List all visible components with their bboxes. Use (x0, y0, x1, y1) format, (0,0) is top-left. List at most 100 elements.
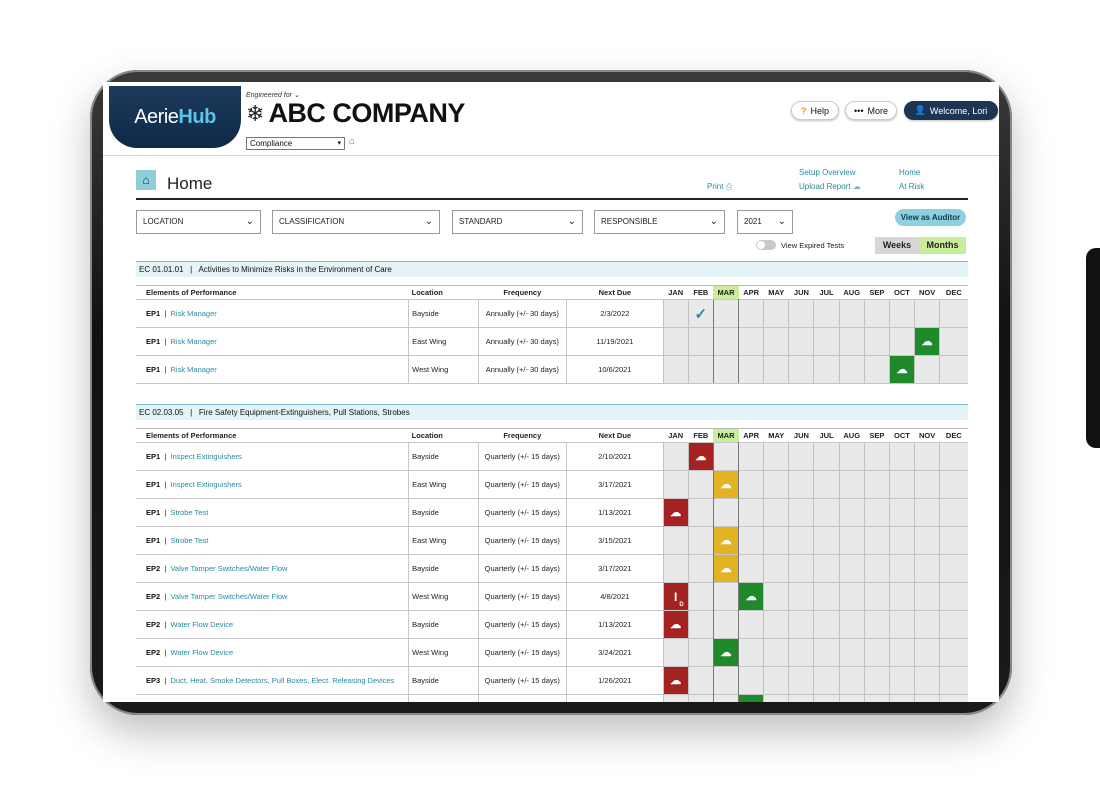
month-cell-apr[interactable] (738, 610, 764, 639)
month-cell-feb[interactable] (687, 498, 714, 527)
month-cell-sep[interactable] (863, 582, 890, 611)
month-cell-jul[interactable] (813, 470, 840, 499)
month-header-jun[interactable]: JUN (788, 285, 814, 300)
month-header-may[interactable]: MAY (763, 285, 789, 300)
month-cell-apr[interactable]: ☁ (738, 582, 764, 611)
month-cell-nov[interactable] (914, 498, 940, 527)
month-cell-feb[interactable] (687, 355, 714, 384)
month-cell-mar[interactable] (712, 299, 740, 328)
month-cell-apr[interactable] (738, 299, 764, 328)
month-header-aug[interactable]: AUG (839, 285, 865, 300)
month-cell-may[interactable] (763, 638, 789, 667)
month-cell-aug[interactable] (838, 299, 865, 328)
month-cell-may[interactable] (763, 554, 789, 583)
month-cell-apr[interactable] (738, 554, 764, 583)
month-header-may[interactable]: MAY (763, 428, 789, 443)
month-cell-jul[interactable] (813, 498, 840, 527)
month-cell-nov[interactable] (914, 694, 940, 702)
month-cell-apr[interactable] (738, 666, 764, 695)
print-link[interactable]: Print ⎙ (707, 182, 732, 192)
month-cell-apr[interactable] (738, 526, 764, 555)
month-cell-aug[interactable] (838, 554, 865, 583)
month-cell-dec[interactable] (939, 554, 968, 583)
month-cell-feb[interactable] (687, 554, 714, 583)
month-cell-mar[interactable]: ☁ (712, 470, 740, 499)
cloud-upload-icon[interactable]: ☁ (889, 356, 914, 383)
month-cell-apr[interactable] (738, 327, 764, 356)
element-link[interactable]: Strobe Test (170, 536, 209, 545)
setup-overview-link[interactable]: Setup Overview (799, 168, 856, 177)
element-link[interactable]: Water Flow Device (170, 648, 234, 657)
month-cell-mar[interactable]: ☁ (712, 554, 740, 583)
month-cell-may[interactable] (763, 610, 789, 639)
weeks-toggle[interactable]: Weeks (875, 237, 919, 254)
month-header-jan[interactable]: JAN (663, 285, 689, 300)
month-cell-feb[interactable] (687, 526, 714, 555)
month-header-feb[interactable]: FEB (688, 428, 714, 443)
month-cell-jan[interactable]: ☁ (662, 498, 689, 527)
month-cell-jul[interactable] (813, 526, 840, 555)
month-cell-feb[interactable]: ☁ (687, 442, 714, 471)
month-cell-dec[interactable] (939, 610, 968, 639)
cloud-upload-icon[interactable]: ☁ (739, 583, 764, 610)
month-cell-oct[interactable]: ☁ (888, 355, 915, 384)
month-cell-aug[interactable] (838, 498, 865, 527)
month-cell-mar[interactable] (712, 610, 740, 639)
month-cell-nov[interactable] (914, 610, 940, 639)
element-link[interactable]: Valve Tamper Switches/Water Flow (170, 564, 288, 573)
month-cell-nov[interactable] (914, 355, 940, 384)
month-cell-jan[interactable]: ☁ (662, 666, 689, 695)
month-cell-aug[interactable] (838, 526, 865, 555)
engineered-for-label[interactable]: Engineered for ⌄ (246, 92, 300, 99)
month-cell-sep[interactable] (863, 610, 890, 639)
month-cell-mar[interactable]: ☁ (712, 638, 740, 667)
month-cell-feb[interactable] (687, 638, 714, 667)
responsible-filter[interactable]: RESPONSIBLE ⌄ (594, 210, 725, 234)
month-cell-apr[interactable] (738, 498, 764, 527)
month-cell-dec[interactable] (939, 582, 968, 611)
month-cell-sep[interactable] (863, 327, 890, 356)
month-cell-oct[interactable] (888, 498, 915, 527)
cloud-upload-icon[interactable]: ☁ (713, 471, 738, 498)
month-cell-aug[interactable] (838, 327, 865, 356)
month-cell-may[interactable] (763, 470, 789, 499)
month-cell-jul[interactable] (813, 327, 840, 356)
month-cell-may[interactable] (763, 582, 789, 611)
month-cell-jun[interactable] (788, 355, 814, 384)
cloud-upload-icon[interactable]: ☁ (663, 667, 688, 694)
cloud-upload-icon[interactable]: ☁ (713, 639, 738, 666)
month-cell-sep[interactable] (863, 470, 890, 499)
month-cell-jun[interactable] (788, 442, 814, 471)
cloud-upload-icon[interactable]: ☁ (663, 611, 688, 638)
cloud-upload-icon[interactable]: ☁ (688, 443, 713, 470)
month-cell-sep[interactable] (863, 299, 890, 328)
month-cell-jul[interactable] (813, 355, 840, 384)
month-cell-nov[interactable] (914, 554, 940, 583)
upload-report-link[interactable]: Upload Report ☁ (799, 182, 861, 191)
month-cell-jul[interactable] (813, 638, 840, 667)
month-header-mar[interactable]: MAR (713, 285, 739, 300)
month-cell-may[interactable] (763, 442, 789, 471)
month-cell-mar[interactable] (712, 582, 740, 611)
month-cell-nov[interactable] (914, 582, 940, 611)
element-link[interactable]: Duct, Heat, Smoke Detectors, Pull Boxes,… (170, 676, 395, 685)
month-cell-feb[interactable] (687, 694, 714, 702)
month-cell-dec[interactable] (939, 327, 968, 356)
element-link[interactable]: Inspect Extinguishers (170, 452, 242, 461)
month-cell-apr[interactable] (738, 442, 764, 471)
month-header-oct[interactable]: OCT (889, 428, 915, 443)
month-cell-jan[interactable] (662, 694, 689, 702)
month-cell-apr[interactable] (738, 638, 764, 667)
month-cell-mar[interactable] (712, 666, 740, 695)
month-cell-feb[interactable] (687, 470, 714, 499)
month-cell-aug[interactable] (838, 666, 865, 695)
month-cell-jul[interactable] (813, 666, 840, 695)
month-cell-jun[interactable] (788, 666, 814, 695)
month-cell-jul[interactable] (813, 299, 840, 328)
month-cell-dec[interactable] (939, 470, 968, 499)
month-cell-dec[interactable] (939, 355, 968, 384)
month-cell-jan[interactable] (662, 638, 689, 667)
month-cell-oct[interactable] (888, 554, 915, 583)
month-cell-mar[interactable] (712, 498, 740, 527)
